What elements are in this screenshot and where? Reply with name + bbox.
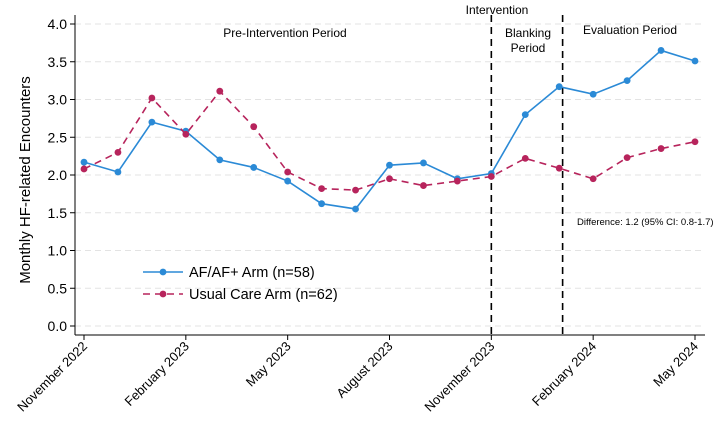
x-tick-label-1: February 2023 [122,339,192,409]
series-1-point-13 [521,154,529,162]
series-line-0 [83,49,696,210]
axes: 0.0 0.5 1.0 1.5 2.0 2.5 3.0 3.5 4.0 November 2022… [14,15,705,415]
series-0-point-4 [216,156,224,164]
legend-label-usual-care: Usual Care Arm (n=62) [189,287,338,303]
series-1-point-4 [216,87,224,95]
y-tick-label-7: 3.5 [48,54,68,70]
series-1-point-1 [114,148,122,156]
legend: AF/AF+ Arm (n=58) Usual Care Arm (n=62) [143,265,338,303]
x-tick-label-0: November 2022 [14,339,90,415]
series-0-point-15 [589,90,597,98]
series-0-point-0 [80,158,88,166]
series-1-point-3 [182,130,190,138]
x-tick-label-4: November 2023 [421,339,497,415]
intervention-label: Intervention [466,3,529,17]
series-0-point-7 [318,200,326,208]
series-1-point-15 [589,175,597,183]
series-1-point-6 [284,168,292,176]
series-1-point-17 [657,145,665,152]
series-1-point-11 [453,177,461,185]
period-label-pre-intervention: Pre-Intervention Period [223,26,346,40]
y-tick-label-0: 0.0 [48,318,68,334]
gridlines [75,23,705,327]
y-tick-label-2: 1.0 [48,243,68,259]
difference-annotation: Difference: 1.2 (95% CI: 0.8-1.7) [577,217,714,228]
x-tick-label-6: May 2024 [650,339,701,390]
series-0-point-2 [148,118,156,126]
series-0-point-6 [284,177,292,185]
series-0-point-18 [691,57,699,65]
series-0-point-8 [352,205,359,213]
series-1-point-10 [420,182,427,189]
series-1-point-16 [623,154,631,162]
x-tick-label-5: February 2024 [529,339,599,409]
series-0-point-14 [555,83,563,91]
series-1-point-2 [148,94,156,102]
period-label-blanking-line1: Blanking [505,26,551,40]
series-1-point-9 [386,175,393,183]
x-tick-label-3: August 2023 [333,339,395,401]
series-1-point-18 [691,138,699,146]
y-tick-label-3: 1.5 [48,205,68,221]
legend-label-af-arm: AF/AF+ Arm (n=58) [189,265,315,281]
series-1-point-5 [250,123,258,131]
y-tick-label-1: 0.5 [48,280,68,296]
legend-marker-af-arm [159,268,167,276]
x-tick-label-2: May 2023 [243,339,294,390]
y-tick-label-4: 2.0 [48,167,68,183]
y-axis-title: Monthly HF-related Encounters [17,76,34,284]
series-0-point-10 [420,159,427,167]
y-tick-label-8: 4.0 [48,16,68,32]
legend-marker-usual-care [159,290,167,298]
series-0-point-9 [386,161,393,169]
series-0-point-17 [657,47,665,54]
series-0-point-13 [521,111,529,118]
series-1-point-14 [555,164,563,172]
y-tick-label-6: 3.0 [48,92,68,108]
series-1-point-8 [352,186,359,194]
series-1-point-7 [318,185,326,192]
y-tick-label-5: 2.5 [48,129,68,145]
series-0-point-1 [114,168,122,176]
series-1-point-12 [487,173,495,180]
series-0-point-5 [250,164,258,171]
period-label-blanking-line2: Period [511,41,546,55]
series-1-point-0 [80,165,88,173]
series-0-point-16 [623,77,631,85]
period-label-evaluation: Evaluation Period [583,23,677,37]
series [80,47,699,213]
